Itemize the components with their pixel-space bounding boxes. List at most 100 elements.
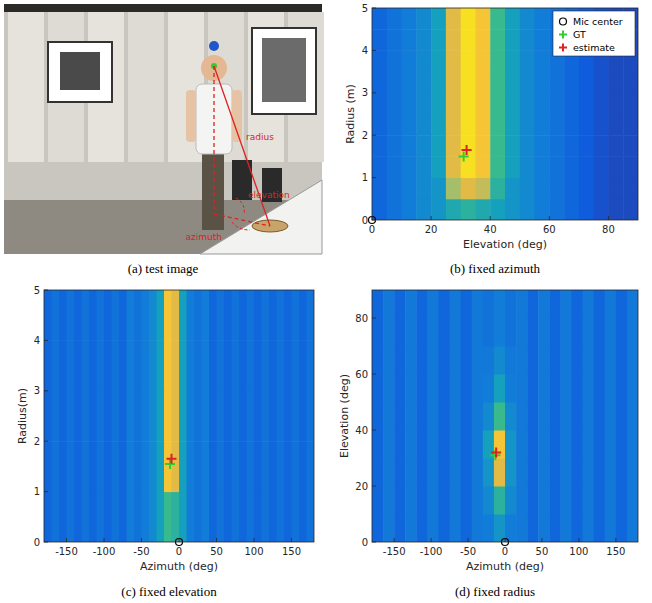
- x-tick-label: 40: [484, 224, 497, 235]
- heat-cell: [594, 374, 606, 403]
- y-tick: [44, 290, 48, 291]
- heat-cell: [483, 514, 495, 542]
- heat-cell: [472, 486, 484, 515]
- heat-cell: [505, 514, 517, 542]
- heat-cell: [383, 290, 395, 319]
- heat-cell: [490, 8, 505, 30]
- caption: (a) test image: [128, 261, 199, 276]
- heat-cell: [67, 290, 75, 341]
- heat-cell: [431, 156, 446, 178]
- heat-cell: [383, 430, 395, 459]
- point-marker: [165, 459, 175, 469]
- heat-cell: [579, 135, 594, 157]
- heat-cell: [461, 178, 476, 200]
- x-tick: [372, 216, 373, 220]
- heat-cell: [583, 318, 595, 347]
- heat-cell: [439, 318, 451, 347]
- heat-cell: [461, 458, 473, 487]
- heat-cell: [505, 458, 517, 487]
- heat-cell: [549, 156, 564, 178]
- heat-cell: [172, 492, 180, 542]
- heat-cell: [402, 29, 417, 51]
- x-tick: [431, 216, 432, 220]
- heat-cell: [549, 178, 564, 200]
- heat-cell: [450, 486, 462, 515]
- heat-cell: [627, 402, 638, 431]
- curtain-panel: [128, 12, 164, 162]
- heat-cell: [149, 340, 157, 391]
- heat-cell: [372, 8, 387, 30]
- heat-cell: [623, 72, 638, 94]
- heat-cell: [405, 290, 417, 319]
- heat-cell: [149, 492, 157, 542]
- heat-cell: [579, 156, 594, 178]
- heat-cell: [516, 486, 528, 515]
- legs: [202, 150, 224, 230]
- heat-cell: [516, 402, 528, 431]
- heat-cell: [572, 318, 584, 347]
- heat-cell: [535, 72, 550, 94]
- heat-cell: [394, 402, 406, 431]
- heat-cell: [149, 290, 157, 341]
- heat-cell: [538, 486, 550, 515]
- x-tick: [179, 538, 180, 542]
- heat-cell: [490, 93, 505, 115]
- heat-cell: [142, 290, 150, 341]
- heat-cell: [112, 441, 120, 492]
- heat-cell: [254, 391, 262, 442]
- artwork: [60, 52, 100, 90]
- heat-cell: [431, 135, 446, 157]
- heat-cell: [149, 441, 157, 492]
- x-tick: [254, 538, 255, 542]
- heat-cell: [416, 290, 428, 319]
- heat-cell: [535, 8, 550, 30]
- heat-cell: [427, 458, 439, 487]
- y-tick: [372, 8, 376, 9]
- heat-cell: [490, 156, 505, 178]
- heat-cell: [446, 8, 461, 30]
- heat-cell: [277, 391, 285, 442]
- x-tick: [505, 538, 506, 542]
- radius-line: [214, 66, 270, 226]
- heat-cell: [372, 135, 387, 157]
- y-axis-title: Radius (m): [344, 84, 357, 144]
- heat-cell: [134, 290, 142, 341]
- heat-cell: [560, 318, 572, 347]
- heat-cell: [67, 340, 75, 391]
- heat-cell: [299, 492, 307, 542]
- heat-cell: [372, 72, 387, 94]
- heat-cell: [560, 346, 572, 375]
- heat-cell: [416, 199, 431, 220]
- heat-cell: [564, 156, 579, 178]
- heat-cell: [416, 430, 428, 459]
- heat-cell: [579, 178, 594, 200]
- heat-cell: [461, 486, 473, 515]
- heat-cell: [372, 93, 387, 115]
- heat-cell: [416, 8, 431, 30]
- heat-cell: [505, 290, 517, 319]
- heat-cell: [461, 318, 473, 347]
- axes-frame: [372, 290, 638, 542]
- heat-cell: [431, 8, 446, 30]
- heat-cell: [405, 318, 417, 347]
- heat-cell: [383, 458, 395, 487]
- x-tick: [66, 538, 67, 542]
- heat-cell: [527, 458, 539, 487]
- heat-cell: [446, 156, 461, 178]
- caption: (c) fixed elevation: [121, 584, 217, 599]
- heat-cell: [527, 290, 539, 319]
- heat-cell: [269, 340, 277, 391]
- heat-cell: [494, 290, 506, 319]
- heat-cell: [527, 374, 539, 403]
- heat-cell: [475, 29, 490, 51]
- heat-cell: [97, 290, 105, 341]
- heat-cell: [142, 492, 150, 542]
- heat-cell: [74, 441, 82, 492]
- heat-cell: [475, 178, 490, 200]
- heat-cell: [387, 114, 402, 136]
- legend: Mic centerGTestimate: [553, 11, 635, 56]
- heat-cell: [431, 72, 446, 94]
- heat-cell: [254, 441, 262, 492]
- heat-cell: [527, 430, 539, 459]
- x-tick-label: 150: [606, 546, 625, 557]
